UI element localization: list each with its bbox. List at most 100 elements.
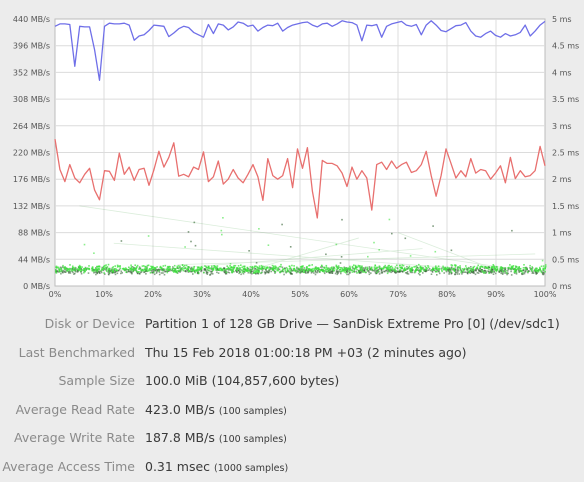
- access-time-point: [492, 264, 495, 266]
- access-time-point: [147, 264, 150, 267]
- access-time-point: [211, 273, 214, 275]
- access-time-point: [286, 268, 289, 270]
- access-time-point: [478, 269, 480, 272]
- access-time-point: [331, 266, 333, 268]
- access-time-point: [341, 270, 343, 273]
- access-time-point: [257, 267, 260, 269]
- access-time-point: [205, 265, 207, 268]
- access-time-point: [345, 267, 347, 270]
- access-time-point: [115, 267, 117, 270]
- access-time-point: [107, 273, 110, 275]
- access-time-point: [174, 268, 177, 270]
- access-time-point: [422, 272, 424, 274]
- access-time-point: [251, 272, 253, 275]
- access-time-point: [219, 267, 222, 270]
- access-time-point: [85, 269, 87, 271]
- access-time-point: [176, 267, 178, 269]
- access-time-point: [264, 266, 266, 268]
- access-time-point: [74, 272, 76, 275]
- access-time-point: [149, 272, 152, 274]
- access-time-point: [169, 268, 171, 270]
- access-time-point: [323, 272, 326, 275]
- access-time-point: [277, 266, 279, 269]
- access-time-point: [489, 269, 492, 271]
- access-time-point: [388, 267, 390, 269]
- access-time-point: [384, 266, 387, 269]
- access-time-point: [246, 270, 248, 272]
- access-time-point: [475, 268, 477, 270]
- access-time-point: [66, 270, 68, 272]
- access-time-point: [256, 266, 259, 268]
- access-time-point: [315, 271, 317, 274]
- access-time-point: [515, 273, 518, 275]
- access-time-point: [437, 268, 440, 271]
- access-time-point: [258, 265, 261, 267]
- access-time-point: [255, 272, 257, 275]
- access-time-point: [149, 269, 152, 272]
- access-time-point: [231, 267, 234, 269]
- access-time-point: [457, 269, 460, 272]
- access-time-point: [506, 273, 508, 276]
- access-time-point: [473, 272, 475, 274]
- access-time-point: [218, 267, 221, 270]
- access-time-point: [254, 268, 256, 270]
- access-time-point: [92, 270, 95, 273]
- access-time-point: [100, 271, 103, 274]
- access-time-point: [378, 273, 381, 275]
- access-time-point: [339, 262, 342, 264]
- access-time-point: [403, 270, 405, 272]
- seek-line: [113, 242, 448, 268]
- access-time-point: [414, 269, 417, 271]
- access-time-point: [241, 266, 243, 269]
- access-time-point: [484, 271, 487, 273]
- access-time-point: [493, 266, 496, 268]
- access-time-point: [530, 268, 532, 270]
- access-time-point: [193, 221, 196, 224]
- access-time-point: [419, 269, 421, 272]
- access-time-point: [450, 271, 452, 273]
- access-time-point: [198, 269, 201, 271]
- access-time-point: [79, 268, 81, 270]
- access-time-point: [342, 270, 345, 272]
- access-time-point: [276, 268, 279, 270]
- access-time-point: [186, 267, 189, 270]
- access-time-point: [77, 266, 80, 268]
- access-time-point: [499, 269, 502, 272]
- access-time-point: [136, 266, 138, 268]
- access-time-point: [490, 267, 493, 270]
- access-time-point: [69, 264, 71, 266]
- access-time-point: [271, 264, 274, 267]
- access-time-point: [79, 270, 82, 272]
- access-time-point: [242, 270, 244, 272]
- access-time-point: [240, 273, 242, 276]
- access-time-point: [251, 266, 253, 269]
- access-time-point: [467, 267, 470, 270]
- access-time-point: [454, 273, 456, 276]
- access-time-scatter: [55, 205, 547, 276]
- access-time-point: [83, 271, 85, 274]
- access-time-point: [333, 268, 336, 270]
- access-time-point: [160, 266, 162, 269]
- access-time-point: [286, 269, 289, 272]
- access-time-point: [227, 266, 230, 269]
- access-time-point: [249, 272, 252, 274]
- access-time-point: [270, 267, 272, 269]
- access-time-point: [225, 270, 228, 272]
- access-time-point: [221, 269, 224, 272]
- access-time-point: [380, 272, 383, 274]
- access-time-point: [462, 270, 465, 272]
- seek-line: [250, 237, 359, 271]
- access-time-point: [387, 266, 389, 269]
- y-right-tick-label: 3 ms: [552, 122, 572, 131]
- access-time-point: [448, 273, 450, 275]
- access-time-point: [421, 266, 423, 269]
- access-time-point: [369, 269, 372, 271]
- access-time-point: [308, 269, 311, 272]
- access-time-point: [181, 264, 184, 266]
- access-time-point: [125, 271, 127, 273]
- access-time-point: [216, 269, 219, 271]
- access-time-point: [506, 270, 509, 272]
- access-time-point: [110, 269, 113, 272]
- access-time-point: [289, 265, 291, 268]
- access-time-point: [509, 264, 511, 266]
